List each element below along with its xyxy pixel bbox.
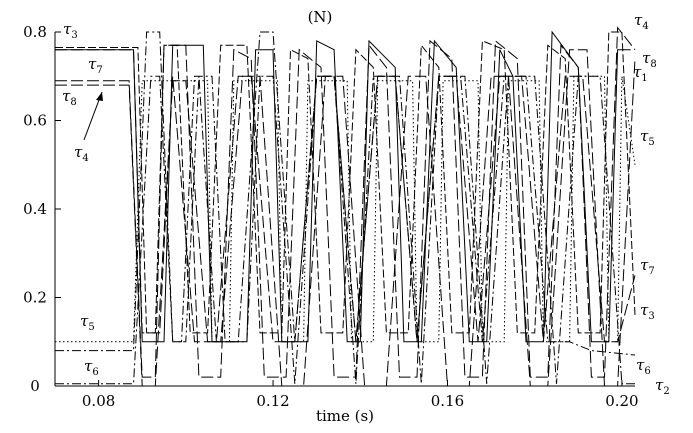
series-line-1 xyxy=(55,30,631,343)
y-tick-label: 0 xyxy=(30,377,40,395)
series-line-5 xyxy=(55,75,636,343)
y-tick-label: 0.4 xyxy=(23,200,47,218)
x-axis-label: time (s) xyxy=(316,407,374,425)
y-axis-label: (N) xyxy=(308,8,333,26)
y-tick-label: 0.2 xyxy=(23,289,47,307)
x-tick-label: 0.20 xyxy=(605,392,638,410)
series-line-7 xyxy=(55,49,636,343)
x-tick-label: 0.12 xyxy=(256,392,289,410)
series-line-3 xyxy=(55,31,636,334)
y-tick-label: 0.6 xyxy=(23,112,47,130)
series-lines xyxy=(55,26,636,387)
y-tick-label: 0.8 xyxy=(23,23,47,41)
x-tick-label: 0.08 xyxy=(82,392,115,410)
series-line-8 xyxy=(55,49,636,387)
axes: 0 0.2 0.4 0.6 0.8 0.08 0.12 0.16 0.20 xyxy=(23,23,639,410)
series-line-6 xyxy=(55,31,636,356)
x-tick-label: 0.16 xyxy=(431,392,464,410)
pointer-arrowhead xyxy=(96,92,103,101)
